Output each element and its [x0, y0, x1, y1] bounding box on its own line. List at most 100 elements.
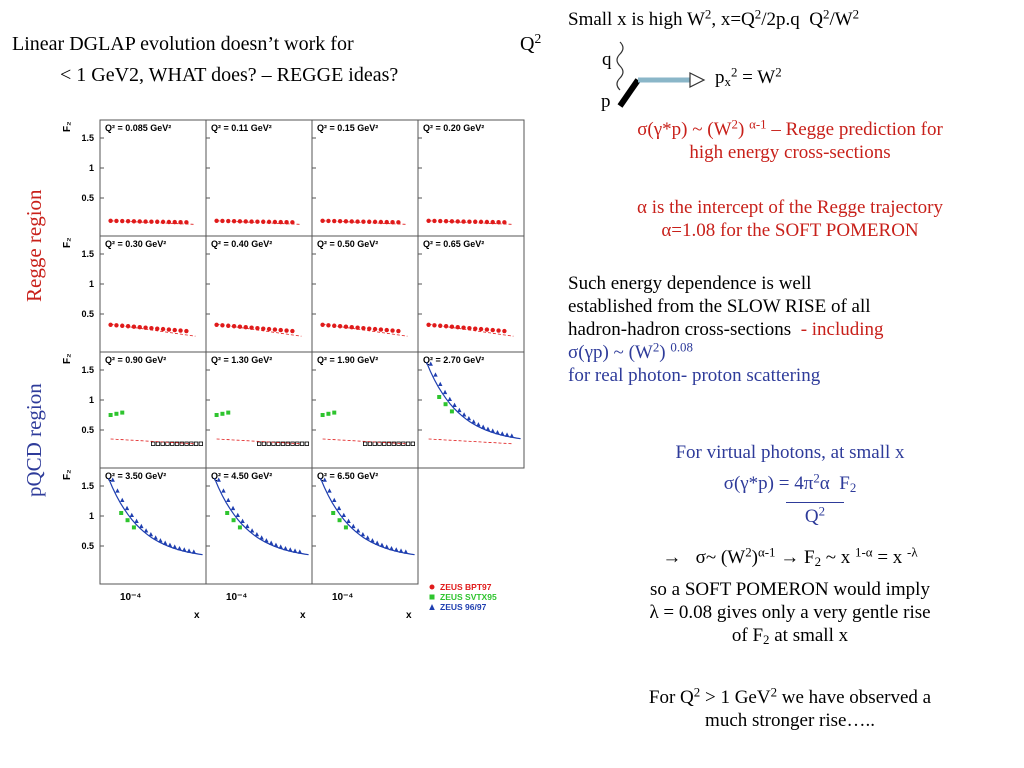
legend-label: ZEUS 96/97: [440, 602, 487, 612]
data-point: [240, 518, 245, 523]
data-point: [461, 412, 467, 417]
data-point: [214, 322, 219, 327]
regge-curve: [322, 438, 408, 445]
f2-panel: Q² = 1.90 GeV²: [311, 351, 419, 469]
f2-panel: Q² = 0.085 GeV²: [99, 119, 207, 237]
qcd-curve: [213, 477, 309, 556]
data-point: [398, 548, 404, 553]
legend-marker: [429, 604, 435, 610]
data-point: [125, 518, 130, 523]
data-point: [288, 547, 293, 552]
data-point: [284, 328, 289, 333]
data-point: [261, 219, 266, 224]
panel-frame: [205, 467, 313, 585]
data-point: [220, 411, 225, 416]
data-point: [396, 328, 401, 334]
data-point: [155, 326, 160, 331]
data-point: [304, 441, 310, 446]
data-point: [237, 219, 243, 224]
data-point: [120, 410, 125, 415]
data-point: [125, 324, 131, 329]
panel-frame: [417, 351, 525, 469]
f2-axis-label: F₂: [62, 353, 73, 364]
data-point: [261, 326, 266, 331]
data-point: [178, 220, 183, 225]
data-point: [442, 389, 448, 395]
regge-curve: [110, 220, 196, 225]
data-point: [452, 402, 457, 407]
data-point: [496, 328, 501, 333]
data-point: [237, 525, 242, 530]
data-point: [131, 324, 137, 329]
data-point: [504, 432, 510, 437]
data-point: [443, 324, 449, 329]
data-point: [485, 426, 491, 431]
data-point: [191, 549, 197, 554]
f2-panel: Q² = 0.65 GeV²: [417, 235, 525, 353]
f2-figure: Q² = 0.085 GeV² Q² = 0.11 GeV² Q² = 0.15 G…: [48, 100, 543, 620]
data-point: [172, 327, 177, 333]
data-point: [278, 327, 283, 333]
data-point: [405, 441, 411, 446]
data-point: [237, 324, 243, 329]
pqcd-region-label: pQCD region: [22, 383, 46, 497]
panel-q2-label: Q² = 0.11 GeV²: [211, 123, 272, 133]
y-tick-label: 0.5: [81, 541, 94, 551]
data-point: [360, 532, 366, 537]
data-point: [162, 540, 168, 545]
regge-prediction: σ(γ*p) ~ (W2) α-1 – Regge prediction for…: [637, 116, 943, 163]
panel-q2-label: Q² = 0.30 GeV²: [105, 239, 166, 249]
data-point: [231, 324, 237, 329]
data-point: [457, 407, 462, 413]
x-tick-label: 10⁻⁴: [332, 592, 353, 603]
data-point: [449, 219, 455, 224]
data-point: [476, 422, 481, 427]
data-point: [184, 220, 189, 225]
data-point: [284, 220, 289, 225]
data-point: [149, 219, 154, 224]
panel-frame: [99, 467, 207, 585]
data-point: [214, 413, 219, 417]
data-point: [438, 381, 443, 387]
data-point: [466, 416, 472, 421]
data-point: [355, 219, 360, 224]
data-point: [346, 518, 351, 523]
data-point: [226, 410, 231, 415]
regge-curve: [428, 323, 514, 337]
data-point: [327, 488, 332, 493]
f2-panel: Q² = 1.30 GeV²: [205, 351, 313, 469]
data-point: [283, 545, 288, 551]
qcd-curve: [319, 477, 415, 556]
data-point: [384, 327, 389, 333]
data-point: [461, 219, 466, 224]
data-point: [273, 542, 279, 547]
data-point: [184, 328, 189, 334]
data-point: [264, 538, 269, 543]
data-point: [374, 540, 380, 545]
virtual-photons-heading: For virtual photons, at small x: [675, 442, 905, 463]
data-point: [349, 219, 354, 224]
f2-panel: Q² = 0.40 GeV²: [205, 235, 313, 353]
f2-panel: Q² = 0.50 GeV²: [311, 235, 419, 353]
data-point: [355, 528, 361, 533]
data-point: [290, 328, 295, 334]
data-point: [170, 441, 175, 446]
data-point: [396, 220, 401, 225]
data-point: [509, 433, 515, 438]
slide-title: Linear DGLAP evolution doesn’t work for …: [12, 32, 552, 56]
data-point: [225, 511, 230, 515]
data-point: [160, 326, 166, 332]
data-point: [391, 441, 396, 446]
y-tick-label: 1: [89, 279, 94, 289]
data-point: [355, 325, 360, 330]
data-point: [143, 528, 149, 533]
f2-panel: Q² = 4.50 GeV²: [205, 467, 313, 585]
panel-q2-label: Q² = 6.50 GeV²: [317, 471, 378, 481]
regge-curve: [322, 323, 408, 337]
data-point: [473, 326, 478, 331]
panel-frame: [99, 351, 207, 469]
alpha-text: α is the intercept of the Regge trajecto…: [637, 197, 943, 241]
panel-q2-label: Q² = 1.30 GeV²: [211, 355, 272, 365]
data-point: [134, 518, 139, 523]
data-point: [276, 441, 281, 446]
